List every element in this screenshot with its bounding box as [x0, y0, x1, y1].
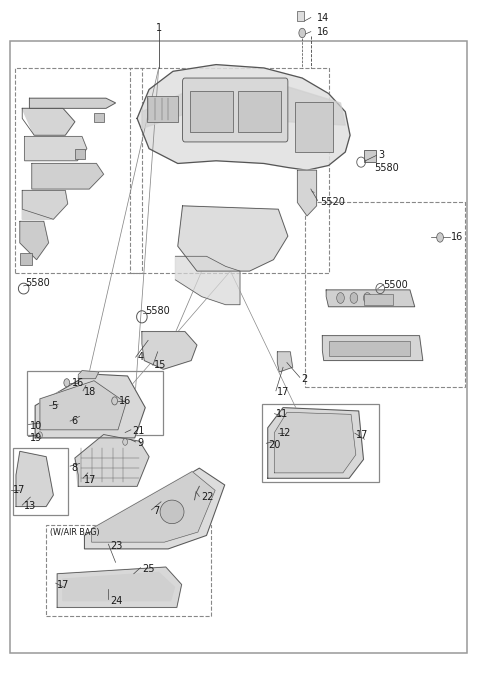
Polygon shape	[175, 256, 240, 305]
Text: 14: 14	[317, 13, 329, 22]
Polygon shape	[178, 206, 288, 271]
Polygon shape	[16, 452, 53, 506]
Polygon shape	[326, 290, 415, 307]
Text: 17: 17	[12, 485, 25, 495]
Bar	[130, 68, 328, 273]
Bar	[94, 113, 104, 122]
Circle shape	[437, 233, 444, 242]
Polygon shape	[92, 472, 215, 542]
Text: 17: 17	[277, 387, 290, 397]
Text: 1: 1	[156, 23, 162, 32]
Text: 12: 12	[279, 427, 292, 437]
Circle shape	[336, 293, 344, 303]
Polygon shape	[63, 572, 174, 601]
Text: 11: 11	[276, 409, 288, 419]
Bar	[364, 294, 393, 305]
Text: 16: 16	[72, 377, 84, 388]
Polygon shape	[142, 332, 197, 369]
Text: 5580: 5580	[25, 278, 50, 288]
Polygon shape	[22, 190, 68, 219]
Text: 13: 13	[24, 501, 36, 512]
Polygon shape	[78, 371, 99, 379]
Text: 17: 17	[356, 429, 368, 439]
Polygon shape	[32, 164, 104, 189]
Text: 5580: 5580	[374, 162, 399, 173]
Text: 6: 6	[72, 416, 78, 426]
Polygon shape	[275, 412, 356, 473]
Circle shape	[363, 293, 371, 303]
Polygon shape	[84, 468, 225, 549]
Bar	[46, 525, 211, 616]
Text: 10: 10	[30, 421, 43, 431]
Text: 3: 3	[379, 150, 385, 160]
Text: 23: 23	[110, 541, 122, 551]
Text: 25: 25	[142, 564, 155, 574]
Bar	[262, 404, 379, 482]
Bar	[295, 102, 333, 152]
Bar	[147, 96, 178, 122]
Polygon shape	[29, 98, 116, 109]
Bar	[305, 202, 465, 388]
Polygon shape	[57, 567, 181, 607]
Text: 16: 16	[317, 27, 329, 36]
Text: 2: 2	[301, 373, 308, 384]
Bar	[328, 341, 410, 356]
Text: 16: 16	[451, 233, 463, 243]
Circle shape	[37, 432, 42, 439]
Polygon shape	[137, 65, 350, 171]
Text: 20: 20	[268, 439, 280, 450]
Polygon shape	[298, 171, 317, 216]
Polygon shape	[20, 221, 48, 259]
Text: 5: 5	[51, 400, 57, 410]
Polygon shape	[35, 374, 145, 438]
FancyBboxPatch shape	[182, 78, 288, 142]
Polygon shape	[75, 435, 149, 487]
Bar	[238, 92, 281, 132]
Text: 19: 19	[30, 433, 43, 443]
Text: 5580: 5580	[145, 307, 170, 316]
Text: 4: 4	[137, 353, 143, 362]
Text: (W/AIR BAG): (W/AIR BAG)	[49, 528, 99, 537]
Text: 21: 21	[132, 426, 144, 436]
Polygon shape	[277, 352, 293, 372]
Polygon shape	[142, 85, 345, 129]
Circle shape	[123, 439, 128, 446]
Polygon shape	[40, 381, 126, 430]
Text: 17: 17	[84, 474, 97, 485]
Polygon shape	[323, 336, 423, 361]
Text: 16: 16	[120, 396, 132, 406]
Polygon shape	[268, 408, 363, 479]
Circle shape	[112, 397, 118, 405]
Text: 18: 18	[84, 387, 96, 397]
Circle shape	[64, 379, 70, 387]
Text: 17: 17	[57, 580, 70, 590]
Polygon shape	[24, 137, 87, 161]
Circle shape	[350, 293, 358, 303]
Bar	[15, 68, 142, 273]
Bar	[12, 448, 68, 515]
Text: 5500: 5500	[384, 280, 408, 290]
Text: 9: 9	[137, 438, 143, 448]
Bar	[27, 371, 163, 435]
Text: 5520: 5520	[321, 197, 345, 208]
Text: 7: 7	[153, 506, 159, 516]
Circle shape	[299, 28, 306, 38]
Bar	[364, 150, 376, 162]
Text: 22: 22	[201, 492, 213, 502]
Polygon shape	[22, 109, 75, 135]
Ellipse shape	[160, 500, 184, 524]
Text: 15: 15	[154, 360, 166, 370]
Text: 8: 8	[72, 463, 78, 473]
Bar	[190, 92, 233, 132]
Text: 24: 24	[110, 596, 122, 606]
Bar	[20, 253, 32, 265]
Bar	[75, 149, 85, 159]
